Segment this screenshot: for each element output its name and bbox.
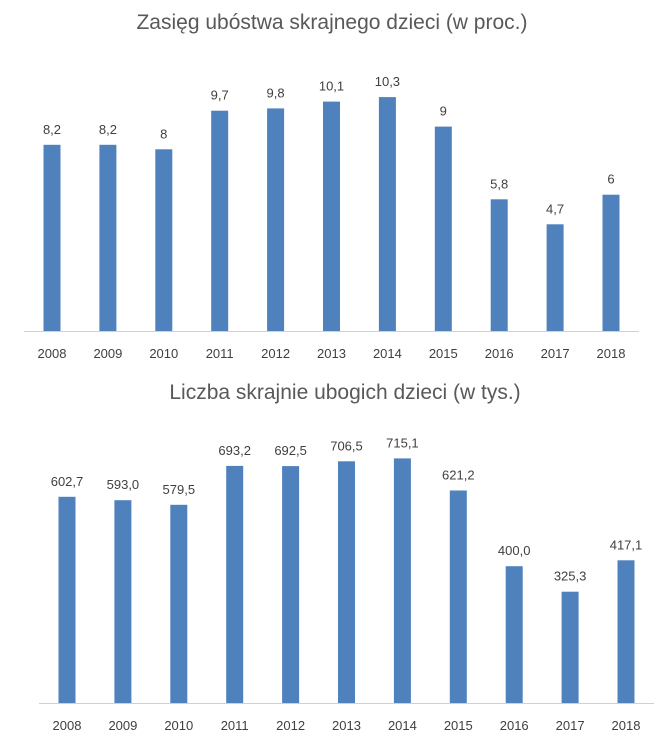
x-tick-label-2011: 2011 xyxy=(206,346,234,361)
bar-2018 xyxy=(617,560,635,703)
x-tick-label-2009: 2009 xyxy=(108,718,137,733)
x-tick-labels: 2008 2009 2010 2011 2012 2013 2014 2015 2016 2017… xyxy=(38,346,626,361)
data-label-2008: 8,2 xyxy=(43,122,61,137)
data-label-2012: 9,8 xyxy=(267,85,285,100)
bars-group: 8,2 8,2 8 9,7 9,8 10,1 10,3 9 5,8 4,7 6 xyxy=(43,74,620,332)
x-tick-label-2008: 2008 xyxy=(53,718,82,733)
x-tick-label-2018: 2018 xyxy=(597,346,626,361)
x-tick-label-2012: 2012 xyxy=(276,718,305,733)
data-label-2010: 8 xyxy=(160,126,167,141)
data-label-2013: 706,5 xyxy=(330,438,363,453)
x-tick-label-2015: 2015 xyxy=(429,346,458,361)
data-label-2012: 692,5 xyxy=(274,443,307,458)
x-tick-label-2014: 2014 xyxy=(388,718,417,733)
bar-2015 xyxy=(434,126,452,331)
x-tick-label-2010: 2010 xyxy=(149,346,178,361)
x-tick-label-2014: 2014 xyxy=(373,346,402,361)
chart-child-poverty-rate-svg: Zasięg ubóstwa skrajnego dzieci (w proc.… xyxy=(24,11,639,361)
x-tick-label-2009: 2009 xyxy=(93,346,122,361)
chart-child-poverty-count: Liczba skrajnie ubogich dzieci (w tys.) … xyxy=(0,372,665,743)
data-label-2016: 400,0 xyxy=(498,543,531,558)
data-label-2008: 602,7 xyxy=(51,474,84,489)
data-label-2010: 579,5 xyxy=(163,482,196,497)
bar-2009 xyxy=(99,144,117,331)
chart-title: Zasięg ubóstwa skrajnego dzieci (w proc.… xyxy=(136,11,527,34)
bar-2008 xyxy=(43,144,61,331)
x-tick-label-2017: 2017 xyxy=(541,346,570,361)
chart-child-poverty-count-svg: Liczba skrajnie ubogich dzieci (w tys.) … xyxy=(39,381,654,733)
x-tick-label-2012: 2012 xyxy=(261,346,290,361)
x-tick-label-2016: 2016 xyxy=(485,346,514,361)
data-label-2016: 5,8 xyxy=(490,176,508,191)
x-tick-label-2018: 2018 xyxy=(612,718,641,733)
x-tick-label-2008: 2008 xyxy=(38,346,67,361)
data-label-2015: 621,2 xyxy=(442,468,475,483)
data-label-2018: 417,1 xyxy=(610,537,643,552)
chart-child-poverty-rate: Zasięg ubóstwa skrajnego dzieci (w proc.… xyxy=(0,0,665,370)
bar-2013 xyxy=(338,461,355,703)
data-label-2009: 593,0 xyxy=(107,477,140,492)
data-label-2017: 4,7 xyxy=(546,201,564,216)
data-label-2011: 693,2 xyxy=(218,443,251,458)
bar-2015 xyxy=(449,490,467,703)
data-label-2014: 10,3 xyxy=(375,74,400,89)
x-tick-label-2013: 2013 xyxy=(332,718,361,733)
data-label-2014: 715,1 xyxy=(386,435,419,450)
bar-2016 xyxy=(505,566,523,703)
bar-2016 xyxy=(490,199,508,331)
x-tick-label-2011: 2011 xyxy=(221,718,249,733)
data-label-2011: 9,7 xyxy=(211,88,229,103)
x-tick-labels: 2008 2009 2010 2011 2012 2013 2014 2015 2016 2017… xyxy=(53,718,641,733)
bar-2014 xyxy=(393,458,411,703)
bar-2013 xyxy=(323,101,340,331)
x-tick-label-2010: 2010 xyxy=(164,718,193,733)
bar-2010 xyxy=(155,149,173,331)
bar-2010 xyxy=(170,504,188,703)
data-label-2017: 325,3 xyxy=(554,569,587,584)
x-tick-label-2017: 2017 xyxy=(556,718,585,733)
bar-2014 xyxy=(378,97,396,331)
data-label-2013: 10,1 xyxy=(319,79,344,94)
bar-2017 xyxy=(561,591,579,703)
bar-2009 xyxy=(114,500,132,703)
bar-2011 xyxy=(211,110,229,331)
chart-title: Liczba skrajnie ubogich dzieci (w tys.) xyxy=(169,381,520,404)
bar-2008 xyxy=(58,496,76,703)
data-label-2009: 8,2 xyxy=(99,122,117,137)
bar-2012 xyxy=(267,108,285,332)
x-tick-label-2013: 2013 xyxy=(317,346,346,361)
bar-2018 xyxy=(602,194,620,331)
x-tick-label-2015: 2015 xyxy=(444,718,473,733)
data-label-2018: 6 xyxy=(607,172,614,187)
bar-2017 xyxy=(546,224,564,331)
bars-group: 602,7 593,0 579,5 693,2 692,5 706,5 715,1 621,2… xyxy=(51,435,643,703)
bar-2012 xyxy=(282,466,300,703)
data-label-2015: 9 xyxy=(440,104,447,119)
bar-2011 xyxy=(226,465,244,703)
x-tick-label-2016: 2016 xyxy=(500,718,529,733)
